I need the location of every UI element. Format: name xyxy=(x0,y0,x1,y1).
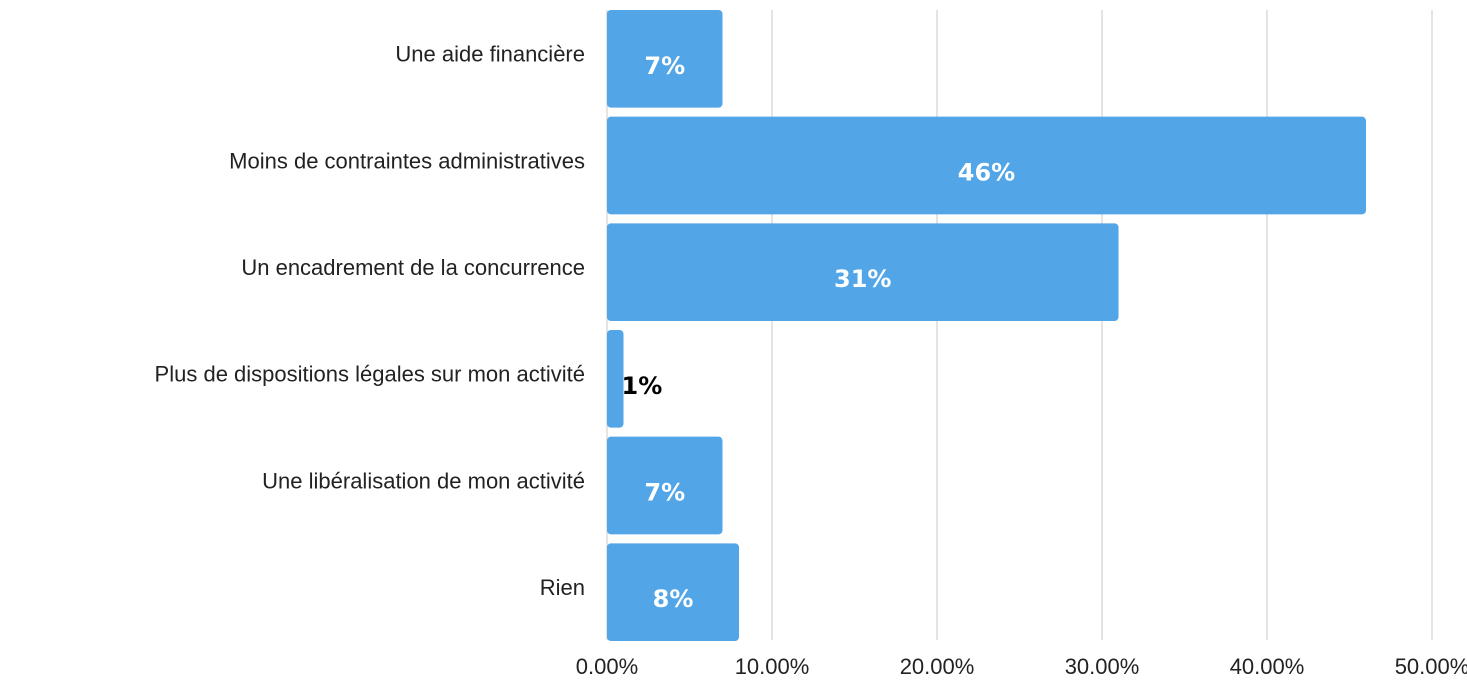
bar xyxy=(607,116,1366,215)
value-label: 7% xyxy=(644,479,685,507)
category-label: Moins de contraintes administratives xyxy=(229,148,585,173)
value-label: 7% xyxy=(644,52,685,80)
x-tick-label: 20.00% xyxy=(900,654,975,679)
value-label: 8% xyxy=(653,585,694,613)
bar xyxy=(607,436,723,535)
category-label: Un encadrement de la concurrence xyxy=(241,255,585,280)
bar xyxy=(607,543,739,641)
category-label: Plus de dispositions légales sur mon act… xyxy=(155,362,585,387)
category-label: Une aide financière xyxy=(395,42,585,67)
bar xyxy=(607,223,1119,321)
category-label: Une libéralisation de mon activité xyxy=(262,468,585,493)
x-tick-label: 10.00% xyxy=(735,654,810,679)
x-tick-label: 40.00% xyxy=(1230,654,1305,679)
x-tick-label: 0.00% xyxy=(576,654,638,679)
category-label: Rien xyxy=(540,575,585,600)
value-label: 31% xyxy=(834,265,891,293)
x-tick-label: 30.00% xyxy=(1065,654,1140,679)
x-tick-label: 50.00% xyxy=(1395,654,1467,679)
value-label: 46% xyxy=(958,159,1015,187)
value-label: 1% xyxy=(622,372,663,400)
bar xyxy=(607,10,723,108)
bar xyxy=(607,330,624,428)
